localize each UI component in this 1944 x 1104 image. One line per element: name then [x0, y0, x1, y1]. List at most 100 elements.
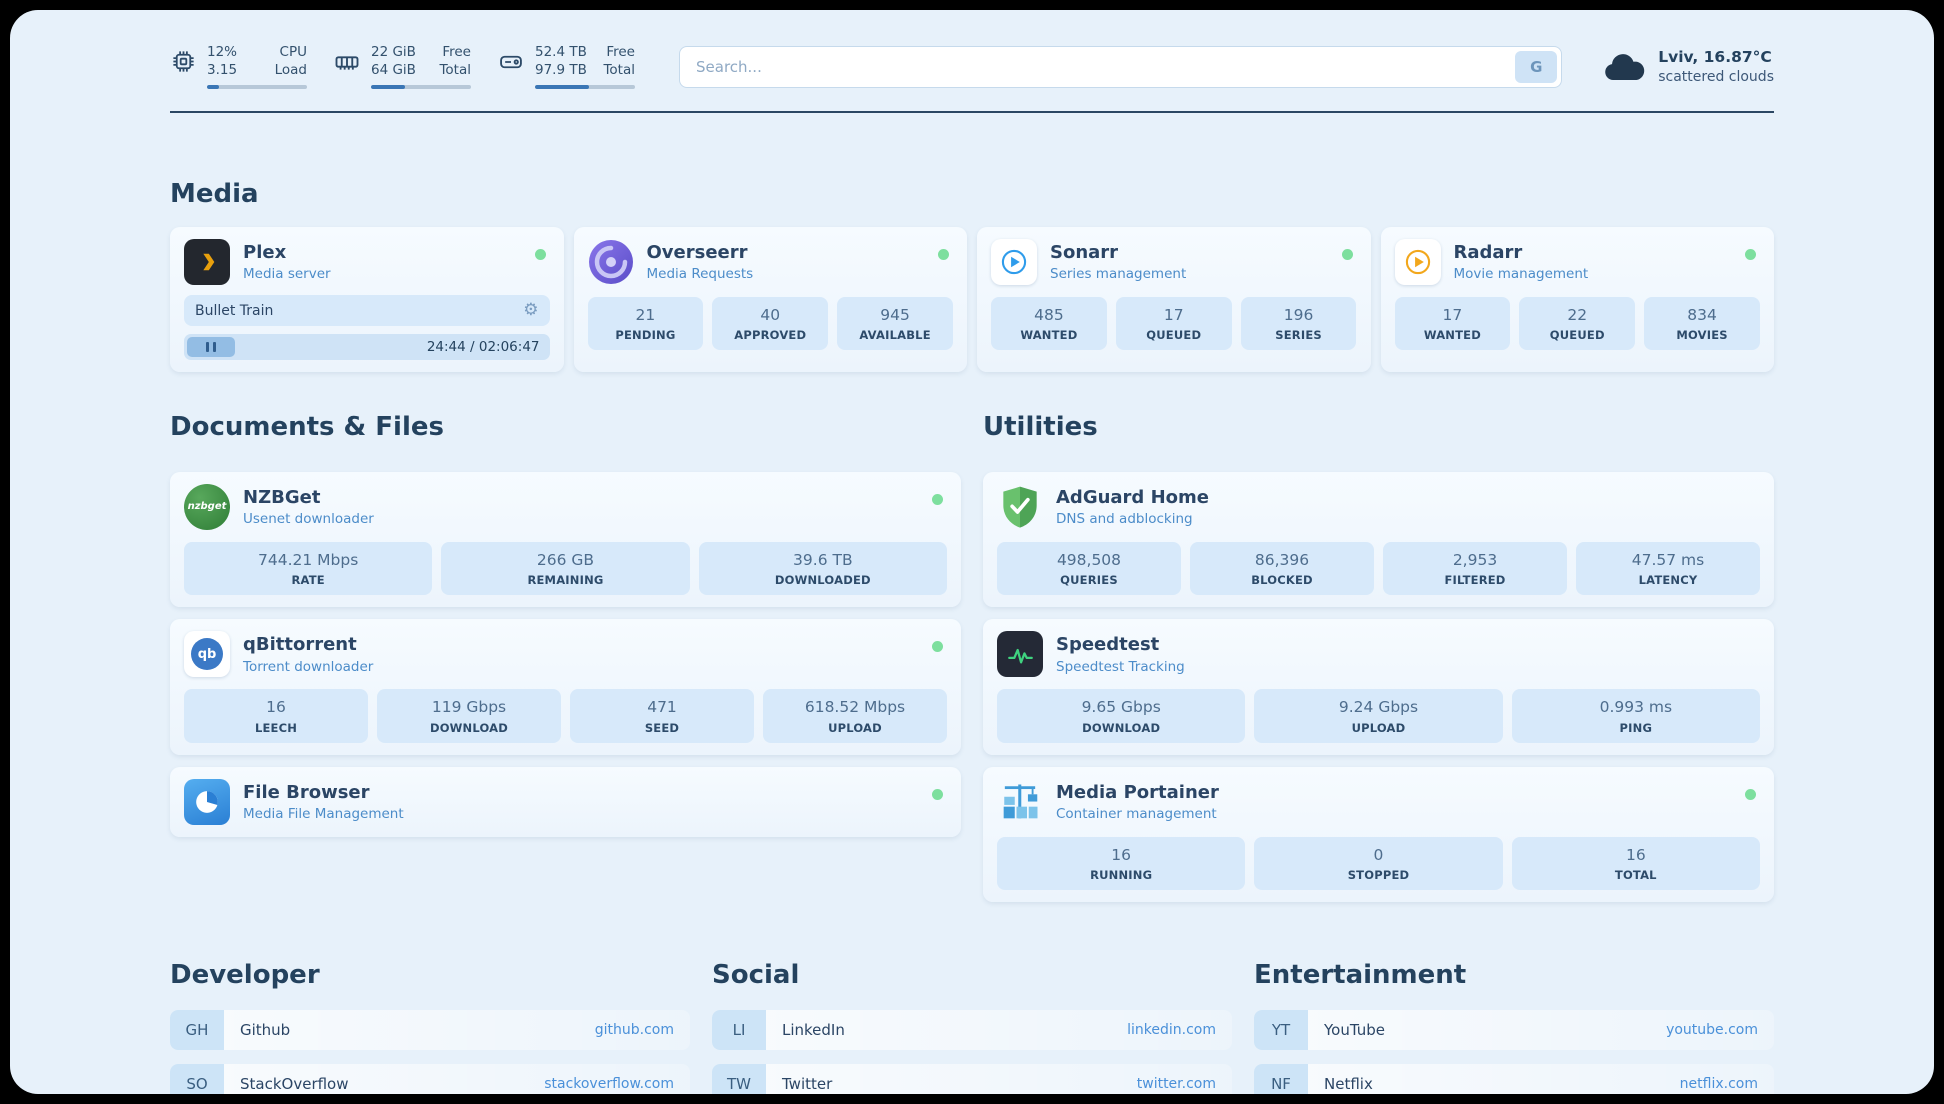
service-subtitle: Media server [243, 266, 331, 283]
bookmark-stackoverflow[interactable]: SO StackOverflow stackoverflow.com [170, 1064, 690, 1094]
stat-box: 498,508 QUERIES [997, 542, 1181, 596]
service-subtitle: DNS and adblocking [1056, 511, 1193, 528]
bookmark-name: LinkedIn [782, 1021, 845, 1040]
stat-box: 22 QUEUED [1519, 297, 1636, 351]
speedtest-icon [997, 631, 1043, 678]
service-title: Media Portainer [1056, 781, 1219, 803]
stat-box: 0 STOPPED [1254, 836, 1503, 891]
memory-progress-fill [371, 85, 405, 90]
media-grid: Plex Media server Bullet Train ⚙ 24:44 /… [170, 227, 1774, 373]
memory-icon [333, 48, 361, 76]
service-title: Radarr [1453, 241, 1523, 263]
filebrowser-icon [184, 778, 230, 825]
service-title: Speedtest [1056, 634, 1160, 656]
bookmark-link: youtube.com [1666, 1022, 1758, 1039]
bookmark-link: stackoverflow.com [544, 1076, 674, 1093]
bookmark-link: linkedin.com [1127, 1022, 1216, 1039]
search-provider-button[interactable]: G [1515, 50, 1558, 83]
radarr-icon [1394, 239, 1441, 286]
overseerr-icon [588, 239, 634, 285]
plex-icon [184, 239, 230, 286]
service-card-plex[interactable]: Plex Media server Bullet Train ⚙ 24:44 /… [170, 227, 564, 373]
bookmarks-social: Social LI LinkedIn linkedin.com TW Twitt… [712, 960, 1232, 1094]
section-heading-documents: Documents & Files [170, 412, 444, 443]
qbittorrent-icon-text: qb [191, 638, 223, 671]
bookmark-name: Github [240, 1021, 291, 1040]
stat-box: 744.21 Mbps RATE [184, 542, 433, 596]
memory-widget: 22 GiB Free 64 GiB Total [333, 44, 471, 90]
status-dot [932, 788, 943, 800]
service-card-adguard[interactable]: AdGuard Home DNS and adblocking 498,508 Q… [983, 472, 1774, 608]
stat-box: 618.52 Mbps UPLOAD [763, 689, 947, 743]
pause-button[interactable] [187, 337, 235, 358]
documents-column: Documents & Files nzbget NZBGet Usenet d… [170, 412, 961, 902]
service-card-filebrowser[interactable]: File Browser Media File Management [170, 766, 961, 837]
service-title: qBittorrent [243, 634, 357, 656]
disk-progress-fill [535, 85, 589, 90]
search-input[interactable] [679, 45, 1563, 88]
bookmark-youtube[interactable]: YT YouTube youtube.com [1254, 1010, 1774, 1051]
qbittorrent-icon: qb [184, 631, 230, 678]
now-playing-title: Bullet Train [195, 302, 274, 319]
bookmarks-entertainment: Entertainment YT YouTube youtube.com NF … [1254, 960, 1774, 1094]
bookmark-link: netflix.com [1679, 1076, 1758, 1093]
service-card-nzbget[interactable]: nzbget NZBGet Usenet downloader 744.21 M… [170, 472, 961, 608]
utilities-column: Utilities AdGuard Home [983, 412, 1774, 903]
cloud-icon [1602, 51, 1646, 83]
bookmark-netflix[interactable]: NF Netflix netflix.com [1254, 1064, 1774, 1094]
section-heading-social: Social [712, 960, 800, 991]
stat-box: 9.24 Gbps UPLOAD [1254, 689, 1503, 743]
weather-widget: Lviv, 16.87°C scattered clouds [1602, 47, 1774, 86]
cpu-progress-bar [207, 85, 307, 90]
section-heading-developer: Developer [170, 960, 320, 991]
disk-widget: 52.4 TB Free 97.9 TB Total [497, 44, 635, 90]
topbar: 12% CPU 3.15 Load [170, 44, 1774, 90]
cpu-label-bottom: Load [274, 61, 307, 78]
stat-box: 39.6 TB DOWNLOADED [698, 542, 947, 596]
bookmark-abbr: SO [170, 1064, 224, 1094]
service-subtitle: Torrent downloader [243, 658, 374, 675]
nzbget-icon: nzbget [184, 484, 230, 531]
adguard-shield-icon [997, 484, 1043, 530]
service-card-radarr[interactable]: Radarr Movie management 17 WANTED 22 QUEUE… [1380, 227, 1774, 373]
service-subtitle: Media Requests [646, 266, 754, 283]
service-card-sonarr[interactable]: Sonarr Series management 485 WANTED 17 QUE… [977, 227, 1371, 373]
service-title: Overseerr [646, 241, 748, 263]
stat-box: 119 Gbps DOWNLOAD [377, 689, 561, 743]
stat-box: 16 RUNNING [997, 836, 1246, 891]
stat-box: 945 AVAILABLE [837, 297, 953, 351]
status-dot [534, 249, 546, 261]
service-subtitle: Container management [1056, 806, 1217, 823]
bookmark-linkedin[interactable]: LI LinkedIn linkedin.com [712, 1010, 1232, 1051]
stat-box: 196 SERIES [1240, 297, 1357, 351]
search: G [679, 45, 1563, 88]
sonarr-icon [991, 239, 1037, 286]
service-card-qbittorrent[interactable]: qb qBittorrent Torrent downloader 16 LEEC… [170, 619, 961, 755]
stat-box: 86,396 BLOCKED [1190, 542, 1374, 596]
cpu-progress-fill [207, 85, 219, 90]
service-card-portainer[interactable]: Media Portainer Container management 16 R… [983, 766, 1774, 903]
weather-condition: scattered clouds [1658, 68, 1774, 85]
cpu-load-value: 3.15 [207, 61, 238, 78]
stat-box: 16 TOTAL [1511, 836, 1760, 891]
disk-free-value: 52.4 TB [535, 44, 587, 60]
memory-progress-bar [371, 85, 471, 90]
stat-box: 2,953 FILTERED [1383, 542, 1567, 596]
status-dot [938, 249, 949, 261]
bookmarks-developer: Developer GH Github github.com SO StackO… [170, 960, 690, 1094]
service-card-speedtest[interactable]: Speedtest Speedtest Tracking 9.65 Gbps DO… [983, 619, 1774, 755]
gear-icon[interactable]: ⚙ [523, 300, 539, 321]
cpu-chip-icon [170, 48, 197, 75]
nzbget-icon-text: nzbget [187, 501, 227, 513]
section-heading-media: Media [170, 179, 259, 210]
service-card-overseerr[interactable]: Overseerr Media Requests 21 PENDING 40 APP… [573, 227, 967, 373]
bookmark-github[interactable]: GH Github github.com [170, 1010, 690, 1051]
stat-box: 17 QUEUED [1115, 297, 1232, 351]
disk-label-bottom: Total [603, 61, 635, 78]
service-subtitle: Movie management [1453, 266, 1589, 283]
system-widgets: 12% CPU 3.15 Load [170, 44, 635, 90]
bookmark-abbr: GH [170, 1010, 224, 1051]
bookmark-twitter[interactable]: TW Twitter twitter.com [712, 1064, 1232, 1094]
stat-box: 16 LEECH [184, 689, 368, 743]
